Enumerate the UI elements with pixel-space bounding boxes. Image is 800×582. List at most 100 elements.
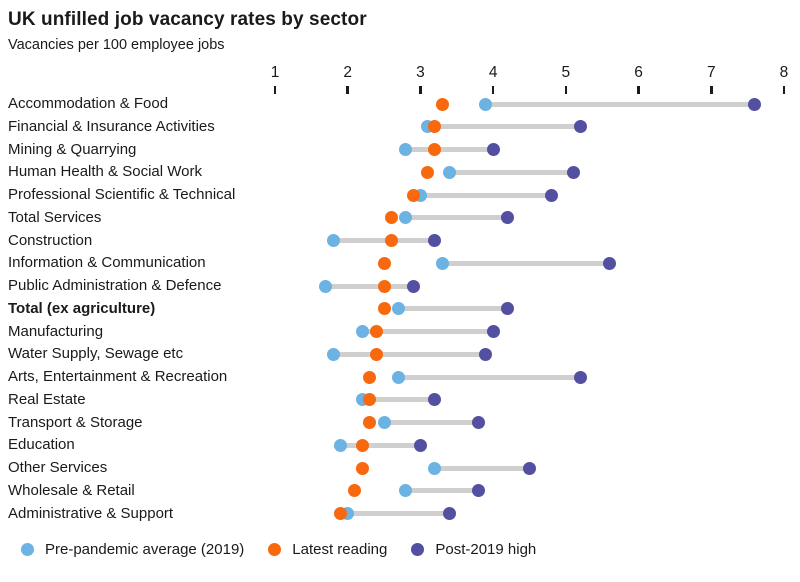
dot-post-2019-high bbox=[406, 279, 420, 293]
connector-line bbox=[405, 488, 479, 494]
row-label: Transport & Storage bbox=[8, 413, 143, 431]
dot-latest-reading bbox=[363, 370, 377, 384]
row-label: Public Administration & Defence bbox=[8, 277, 222, 294]
row-label: Construction bbox=[8, 231, 93, 249]
row-label: Information & Communication bbox=[8, 254, 206, 272]
dot-post-2019-high bbox=[479, 347, 493, 361]
axis-tick-label: 2 bbox=[343, 64, 353, 81]
axis-tick-label: 8 bbox=[779, 64, 789, 81]
legend-label: Latest reading bbox=[292, 541, 388, 558]
connector-line bbox=[434, 465, 530, 471]
dot-post-2019-high bbox=[472, 484, 486, 498]
dot-latest-reading bbox=[348, 484, 362, 498]
row-label: Administrative & Support bbox=[8, 504, 174, 522]
dot-pre-pandemic-average bbox=[443, 165, 456, 179]
row-label: Real Estate bbox=[8, 390, 86, 408]
connector-line bbox=[405, 147, 494, 152]
dot-post-2019-high bbox=[428, 393, 442, 407]
row-label: Financial & Insurance Activities bbox=[8, 117, 215, 135]
axis-tick bbox=[491, 86, 495, 94]
dot-latest-reading bbox=[428, 143, 442, 156]
dot-post-2019-high bbox=[428, 234, 442, 247]
chart-title: UK unfilled job vacancy rates by sector bbox=[8, 9, 367, 30]
dot-pre-pandemic-average bbox=[399, 484, 413, 498]
legend-swatch-latest bbox=[268, 543, 282, 556]
dot-pre-pandemic-average bbox=[333, 438, 347, 452]
dot-latest-reading bbox=[384, 234, 398, 247]
dot-post-2019-high bbox=[748, 97, 762, 111]
axis-tick-label: 4 bbox=[488, 64, 498, 81]
dot-latest-reading bbox=[370, 347, 384, 361]
axis-tick bbox=[710, 86, 713, 94]
connector-line bbox=[333, 351, 486, 357]
row-label: Total (ex agriculture) bbox=[8, 299, 156, 317]
legend-item: Latest reading bbox=[268, 541, 387, 558]
row-label: Arts, Entertainment & Recreation bbox=[8, 368, 228, 385]
row-label: Water Supply, Sewage etc bbox=[8, 345, 184, 363]
dot-post-2019-high bbox=[413, 438, 427, 452]
dot-post-2019-high bbox=[573, 370, 587, 384]
dot-latest-reading bbox=[363, 393, 377, 407]
axis-tick bbox=[637, 86, 640, 94]
connector-line bbox=[384, 420, 479, 425]
dot-latest-reading bbox=[421, 165, 435, 179]
dot-latest-reading bbox=[370, 325, 384, 338]
legend-item: Post-2019 high bbox=[411, 541, 536, 558]
row-label: Accommodation & Food bbox=[8, 95, 169, 112]
connector-line bbox=[333, 238, 435, 243]
dot-latest-reading bbox=[377, 279, 391, 293]
dot-post-2019-high bbox=[566, 165, 580, 179]
row-label: Other Services bbox=[8, 459, 108, 476]
dot-pre-pandemic-average bbox=[392, 302, 406, 316]
dot-latest-reading bbox=[333, 507, 347, 520]
dot-pre-pandemic-average bbox=[435, 256, 449, 270]
row-label: Education bbox=[8, 436, 75, 454]
connector-line bbox=[442, 260, 610, 266]
axis-tick bbox=[346, 86, 349, 94]
dot-pre-pandemic-average bbox=[428, 461, 442, 475]
connector-line bbox=[347, 511, 450, 516]
axis-tick-label: 3 bbox=[416, 64, 425, 81]
dot-post-2019-high bbox=[501, 211, 515, 225]
axis-tick bbox=[564, 86, 568, 94]
axis-tick bbox=[273, 86, 277, 94]
dot-post-2019-high bbox=[443, 507, 456, 520]
row-label: Wholesale & Retail bbox=[8, 481, 135, 499]
connector-line bbox=[405, 215, 508, 221]
axis-tick-label: 7 bbox=[706, 64, 716, 81]
connector-line bbox=[485, 101, 755, 107]
legend-label: Pre-pandemic average (2019) bbox=[45, 541, 245, 558]
dot-pre-pandemic-average bbox=[392, 370, 406, 384]
dot-latest-reading bbox=[428, 120, 442, 134]
dot-post-2019-high bbox=[472, 416, 486, 429]
axis-tick-label: 1 bbox=[270, 64, 280, 81]
connector-line bbox=[362, 329, 494, 334]
dot-post-2019-high bbox=[573, 120, 587, 134]
connector-line bbox=[420, 192, 552, 198]
dot-post-2019-high bbox=[501, 302, 515, 316]
connector-line bbox=[325, 283, 414, 289]
axis-tick-label: 5 bbox=[561, 64, 571, 81]
dot-post-2019-high bbox=[486, 143, 500, 156]
chart-legend: Pre-pandemic average (2019) Latest readin… bbox=[21, 541, 536, 558]
dumbbell-plot: 1 2 3 4 5 6 7 8 Accommodation & Food Financial & … bbox=[8, 64, 789, 522]
connector-line bbox=[362, 397, 435, 403]
legend-item: Pre-pandemic average (2019) bbox=[21, 541, 244, 558]
dot-post-2019-high bbox=[544, 188, 558, 202]
dot-pre-pandemic-average bbox=[377, 416, 391, 429]
dot-latest-reading bbox=[355, 438, 369, 452]
dot-latest-reading bbox=[355, 461, 369, 475]
dot-post-2019-high bbox=[522, 461, 536, 475]
legend-swatch-post_high bbox=[411, 543, 425, 556]
connector-line bbox=[398, 374, 581, 380]
dot-latest-reading bbox=[435, 97, 449, 111]
row-label: Mining & Quarrying bbox=[8, 140, 137, 158]
dot-latest-reading bbox=[377, 256, 391, 270]
dot-pre-pandemic-average bbox=[326, 234, 340, 247]
dot-latest-reading bbox=[377, 302, 391, 316]
dot-post-2019-high bbox=[486, 325, 500, 338]
dot-latest-reading bbox=[384, 211, 398, 225]
connector-line bbox=[427, 124, 581, 130]
dot-pre-pandemic-average bbox=[355, 325, 369, 338]
